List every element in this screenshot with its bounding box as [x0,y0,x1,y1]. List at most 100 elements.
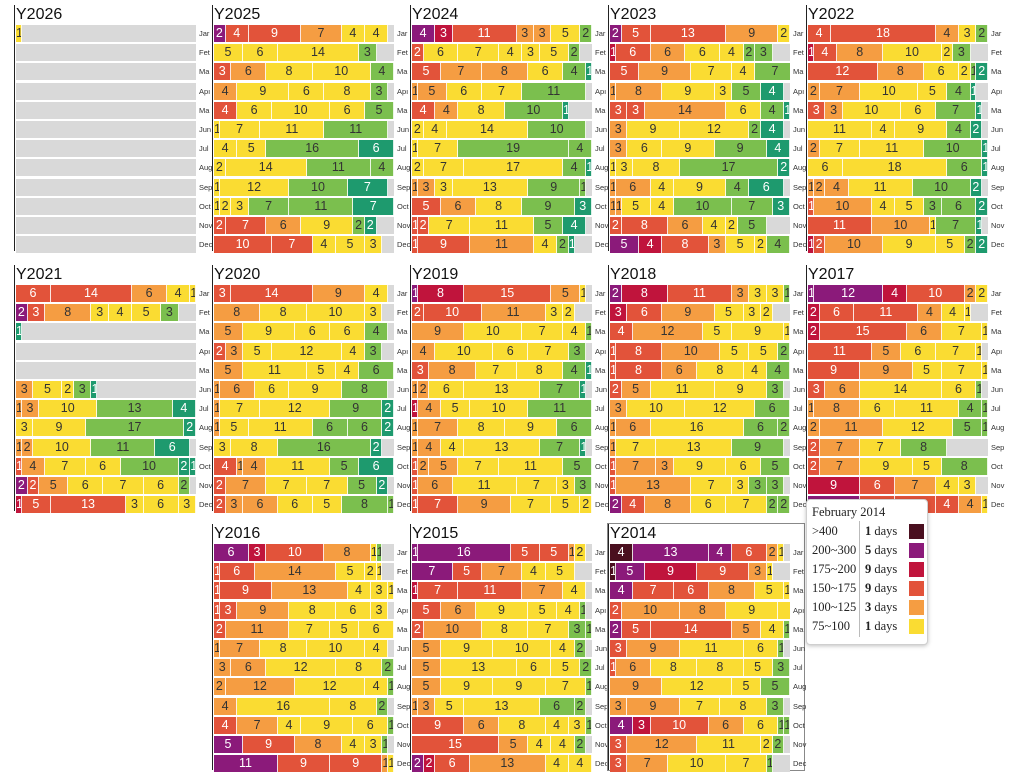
aqi-segment[interactable]: 5 [335,236,365,254]
aqi-segment[interactable]: 10 [668,755,727,773]
aqi-segment[interactable]: 1 [412,544,418,561]
aqi-segment[interactable]: 3 [731,285,750,302]
aqi-segment[interactable]: 1 [982,361,988,379]
aqi-segment[interactable]: 8 [837,44,884,62]
aqi-segment[interactable]: 13 [650,25,727,42]
aqi-segment[interactable]: 10 [650,716,709,734]
aqi-segment[interactable]: 4 [557,601,581,619]
aqi-segment[interactable]: 5 [610,63,640,81]
aqi-segment[interactable]: 7 [103,477,144,494]
aqi-segment[interactable]: 1 [412,285,418,302]
aqi-segment[interactable]: 3 [412,361,430,379]
aqi-segment[interactable]: 5 [953,419,983,437]
aqi-segment[interactable]: 9 [504,419,558,437]
aqi-segment[interactable]: 7 [819,140,861,158]
aqi-segment[interactable]: 7 [219,121,261,138]
aqi-segment[interactable]: 1 [16,438,22,456]
aqi-segment[interactable]: 6 [615,178,651,196]
aqi-segment[interactable]: 16 [266,140,360,158]
aqi-segment[interactable]: 14 [254,563,336,581]
aqi-segment[interactable]: 7 [301,25,342,42]
aqi-segment[interactable]: 11 [499,457,563,475]
aqi-segment[interactable]: 4 [825,178,849,196]
aqi-segment[interactable]: 4 [551,736,575,753]
aqi-segment[interactable]: 11 [679,640,744,657]
aqi-segment[interactable]: 5 [412,601,442,619]
aqi-segment[interactable]: 8 [644,496,692,514]
aqi-segment[interactable]: 1 [970,82,977,100]
aqi-segment[interactable]: 9 [312,285,365,302]
aqi-segment[interactable]: 2 [970,178,983,196]
aqi-segment[interactable]: 1 [412,400,418,418]
aqi-segment[interactable]: 1 [412,457,418,475]
aqi-segment[interactable]: 2 [941,44,954,62]
month-row[interactable] [16,197,196,215]
month-row[interactable]: 1237117 [214,197,394,215]
aqi-segment[interactable]: 12 [627,736,698,753]
aqi-segment[interactable]: 6 [650,44,686,62]
month-row[interactable]: 2 11 7 5 6 [214,620,394,638]
aqi-segment[interactable]: 6 [516,659,552,677]
aqi-segment[interactable]: 10 [470,400,529,418]
aqi-segment[interactable]: 5 [551,659,581,677]
aqi-segment[interactable]: 3 [91,304,109,322]
aqi-segment[interactable]: 2 [760,304,773,322]
aqi-segment[interactable]: 3 [370,82,389,100]
aqi-segment[interactable]: 3 [161,304,179,322]
aqi-segment[interactable]: 10 [871,217,930,234]
aqi-segment[interactable]: 1 [929,217,936,234]
aqi-segment[interactable]: 3 [766,477,785,494]
aqi-segment[interactable]: 7 [726,755,767,773]
aqi-segment[interactable]: 4 [562,217,587,234]
aqi-segment[interactable]: 6 [423,44,459,62]
month-row[interactable]: 11045362 [808,197,988,215]
aqi-segment[interactable]: 5 [330,620,360,638]
aqi-segment[interactable]: 2 [376,697,389,715]
month-row[interactable]: 6310811 [214,544,394,561]
month-row[interactable]: 1666423 [610,44,790,62]
aqi-segment[interactable]: 1 [778,544,785,561]
aqi-segment[interactable]: 8 [662,236,709,254]
aqi-segment[interactable]: 2 [778,25,790,42]
aqi-segment[interactable]: 2 [412,304,424,322]
aqi-segment[interactable]: 8 [458,419,505,437]
aqi-segment[interactable]: 7 [539,381,581,398]
aqi-segment[interactable]: 2 [808,438,820,456]
month-row[interactable]: 4 10 6 7 3 [412,342,592,360]
aqi-segment[interactable]: 3 [214,285,232,302]
aqi-segment[interactable]: 4 [760,101,785,119]
aqi-segment[interactable]: 7 [819,438,861,456]
aqi-segment[interactable]: 9 [277,755,331,773]
aqi-segment[interactable]: 14 [644,101,727,119]
aqi-segment[interactable]: 13 [97,400,173,418]
aqi-segment[interactable]: 1 [766,755,773,773]
aqi-segment[interactable]: 1 [982,496,988,514]
aqi-segment[interactable]: 4 [277,716,302,734]
month-row[interactable]: 15 5 4 4 2 [412,736,592,753]
aqi-segment[interactable]: 6 [726,101,761,119]
aqi-segment[interactable]: 6 [493,342,529,360]
aqi-segment[interactable]: 8 [621,285,669,302]
aqi-segment[interactable]: 2 [214,25,226,42]
aqi-segment[interactable]: 12 [225,678,296,696]
aqi-segment[interactable]: 3 [714,82,732,100]
aqi-segment[interactable]: 9 [301,716,354,734]
aqi-segment[interactable]: 9 [330,400,383,418]
aqi-segment[interactable]: 15 [819,323,907,341]
aqi-segment[interactable]: 3 [248,544,267,561]
aqi-segment[interactable]: 1 [982,323,988,341]
aqi-segment[interactable]: 13 [633,544,709,561]
aqi-segment[interactable]: 8 [499,716,546,734]
aqi-segment[interactable]: 8 [877,63,925,81]
aqi-segment[interactable]: 3 [574,477,592,494]
aqi-segment[interactable]: 2 [766,496,779,514]
aqi-segment[interactable]: 16 [417,544,511,561]
aqi-segment[interactable]: 7 [347,178,389,196]
aqi-segment[interactable]: 5 [539,544,569,561]
aqi-segment[interactable]: 4 [225,25,249,42]
month-row[interactable]: 61861 [808,159,988,177]
aqi-segment[interactable]: 4 [522,563,546,581]
month-row[interactable]: 1911421 [412,236,592,254]
aqi-segment[interactable]: 3 [953,44,971,62]
